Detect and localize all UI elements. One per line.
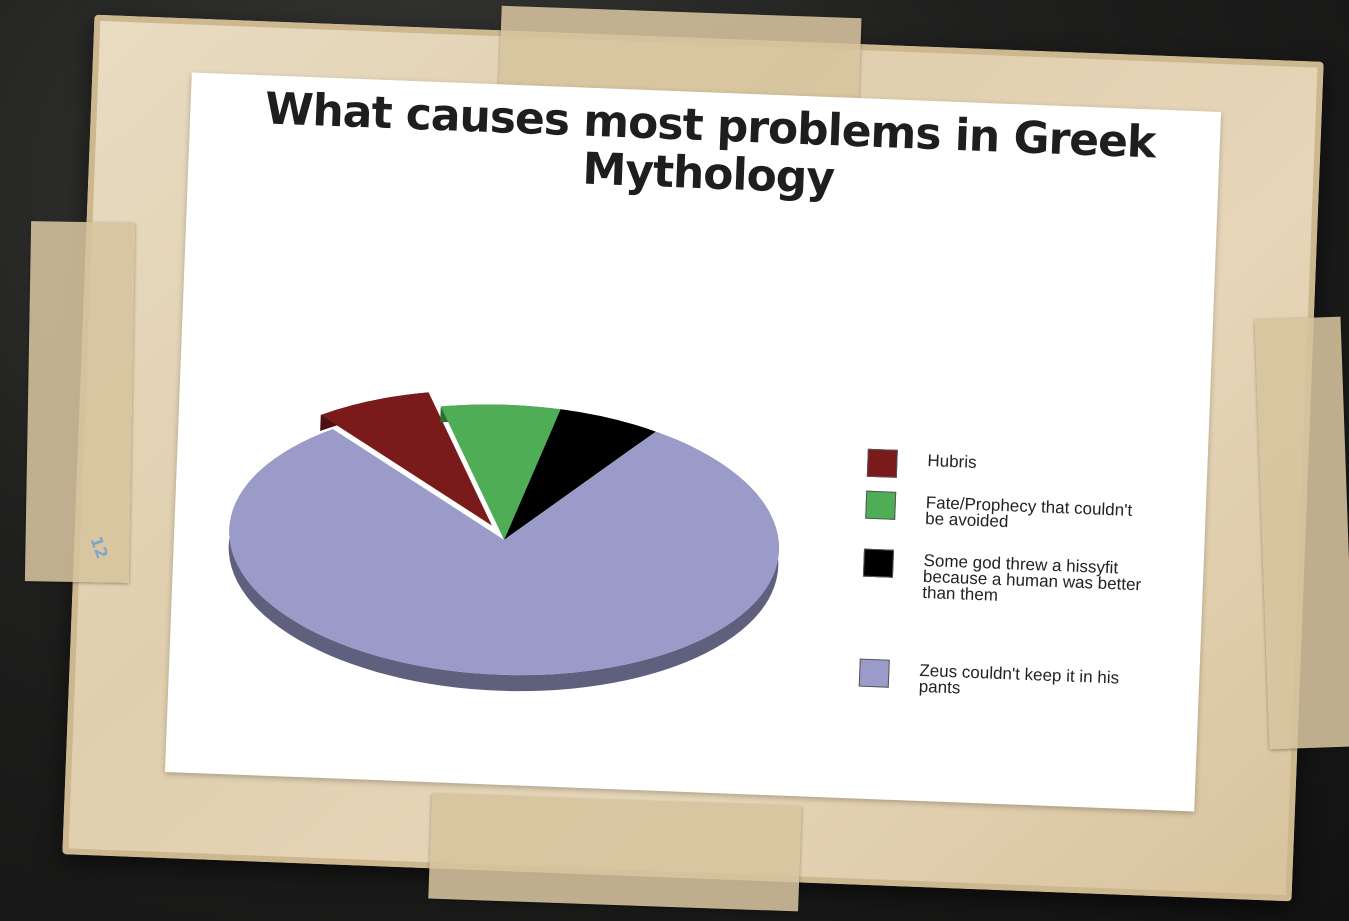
legend-swatch — [858, 658, 890, 688]
legend-swatch — [862, 548, 895, 578]
pie-slice-top-hubris — [320, 392, 492, 526]
pie-slice-top-some-god-threw-a-hissyfit-because-a-human-was-better-than-them — [504, 409, 656, 540]
pie-slice-some-god-threw-a-hissyfit-because-a-human-was-better-than-them — [504, 409, 656, 540]
pie-slice-top-zeus-couldn-t-keep-it-in-his-pants — [229, 429, 779, 676]
chart-card: What causes most problems in Greek Mytho… — [164, 72, 1222, 812]
pie-slice-hubris — [320, 392, 492, 526]
tape-left — [24, 221, 136, 583]
legend-swatch — [866, 448, 898, 478]
legend-swatch — [865, 490, 897, 520]
pie-slice-fate-prophecy-that-couldn-t-be-avoided — [440, 404, 561, 540]
tape-right — [1254, 316, 1349, 750]
tape-bottom — [428, 793, 802, 912]
legend-label: Some god threw a hissyfit because a huma… — [922, 550, 1142, 605]
pie-slice-top-fate-prophecy-that-couldn-t-be-avoided — [440, 404, 561, 540]
pie-slice-zeus-couldn-t-keep-it-in-his-pants — [228, 429, 779, 692]
pie-chart — [228, 392, 779, 692]
